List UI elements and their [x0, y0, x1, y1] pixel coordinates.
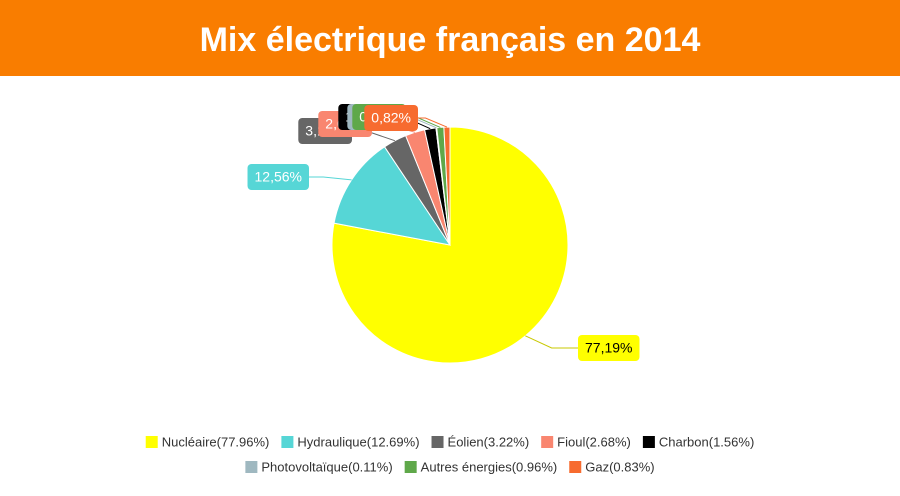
data-label: 12,56%: [247, 164, 309, 190]
legend-swatch: [404, 461, 417, 473]
data-label-text: 77,19%: [585, 340, 632, 356]
legend-label: Hydraulique(12.69%): [297, 434, 419, 449]
leader-line: [525, 335, 578, 349]
legend-label: Gaz(0.83%): [585, 459, 654, 474]
data-label: 0,82%: [364, 105, 418, 131]
legend-swatch: [281, 436, 294, 448]
legend-row: Photovoltaïque(0.11%) Autres énergies(0.9…: [245, 459, 655, 474]
data-label-box: [364, 105, 418, 131]
data-label-box: [247, 164, 309, 190]
chart-title: Mix électrique français en 2014: [200, 21, 701, 59]
legend-swatch: [569, 461, 582, 473]
legend-label: Photovoltaïque(0.11%): [261, 459, 392, 474]
legend-swatch: [431, 436, 444, 448]
title-banner: [0, 0, 900, 76]
legend-label: Éolien(3.22%): [448, 434, 530, 449]
legend-label: Nucléaire(77.96%): [162, 434, 270, 449]
legend-label: Charbon(1.56%): [659, 434, 754, 449]
data-label-box: [578, 335, 640, 361]
pie-slice: [333, 146, 452, 246]
legend-swatch: [145, 436, 158, 448]
data-label: 77,19%: [578, 335, 640, 361]
data-label-text: 0,82%: [371, 110, 411, 126]
legend-label: Autres énergies(0.96%): [421, 459, 558, 474]
legend-swatch: [541, 436, 554, 448]
legend-row: Nucléaire(77.96%) Hydraulique(12.69%) Éoli…: [145, 434, 754, 449]
legend-swatch: [245, 461, 258, 473]
legend-label: Fioul(2.68%): [557, 434, 631, 449]
legend-swatch: [642, 436, 655, 448]
data-label-text: 12,56%: [255, 169, 302, 185]
